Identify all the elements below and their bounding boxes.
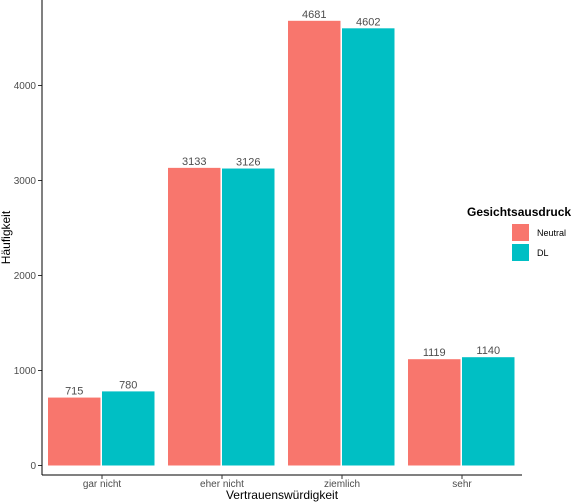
legend-items: Neutral DL [512, 224, 566, 261]
data-label: 780 [119, 379, 137, 391]
data-labels: 715 780 3133 3126 4681 4602 1119 1140 [65, 9, 500, 398]
data-label: 3133 [182, 156, 206, 168]
legend-label: Neutral [537, 228, 566, 238]
x-tick-label: gar nicht [83, 479, 122, 490]
data-label: 715 [65, 386, 83, 398]
bar [168, 167, 221, 466]
x-tick-label: sehr [452, 479, 472, 490]
data-label: 3126 [236, 157, 260, 169]
bar [342, 28, 395, 466]
y-tick-label: 1000 [14, 366, 37, 377]
legend: Gesichtsausdruck Neutral DL [467, 205, 571, 261]
bar [288, 20, 341, 466]
y-tick-label: 3000 [14, 176, 37, 187]
x-tick-label: eher nicht [200, 479, 244, 490]
data-label: 4602 [356, 16, 380, 28]
y-tick-label: 0 [30, 461, 36, 472]
bars [48, 20, 515, 466]
x-axis-title: Vertrauenswürdigkeit [226, 488, 339, 502]
y-tick-label: 4000 [14, 81, 37, 92]
y-axis-title: Häufigkeit [0, 210, 13, 264]
y-axis-ticks: 0 1000 2000 3000 4000 [14, 81, 42, 472]
bar [102, 391, 155, 466]
legend-swatch [512, 244, 529, 261]
bar [48, 397, 101, 466]
x-axis-ticks: gar nicht eher nicht ziemlich sehr [83, 475, 472, 490]
bar [408, 359, 461, 466]
legend-title: Gesichtsausdruck [467, 205, 571, 219]
data-label: 1140 [476, 345, 500, 357]
y-tick-label: 2000 [14, 271, 37, 282]
data-label: 1119 [423, 347, 446, 359]
bar [222, 168, 275, 466]
legend-label: DL [537, 248, 549, 258]
bar [462, 357, 515, 466]
data-label: 4681 [302, 9, 326, 21]
x-tick-label: ziemlich [324, 479, 360, 490]
legend-swatch [512, 224, 529, 241]
